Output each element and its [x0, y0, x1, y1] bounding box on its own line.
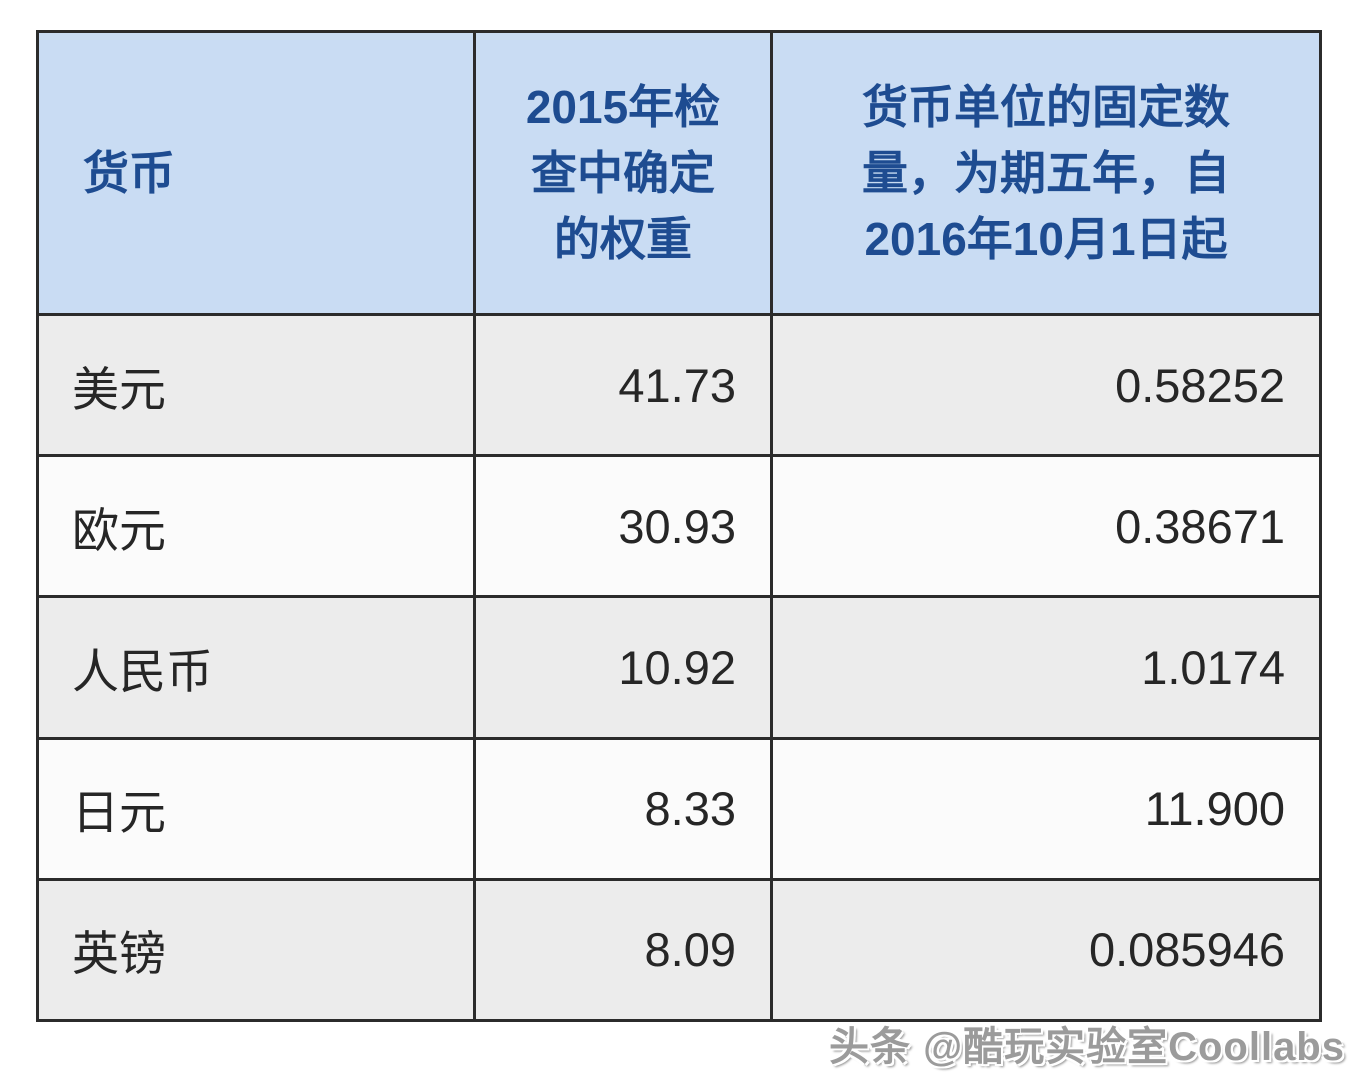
table-cell-fixed-units: 0.38671: [773, 457, 1319, 596]
currency-name: 日元: [72, 786, 166, 840]
table-row-currency: 美元: [39, 316, 473, 455]
table-cell-weight: 30.93: [476, 457, 770, 596]
table-cell-weight: 41.73: [476, 316, 770, 455]
currency-name: 英镑: [72, 927, 166, 981]
table-row-currency: 英镑: [39, 880, 473, 1019]
currency-weights-table: 货币 2015年检 查中确定 的权重 货币单位的固定数 量，为期五年，自 201…: [36, 30, 1322, 1022]
currency-name: 美元: [72, 362, 166, 416]
header-currency-label: 货币: [83, 147, 175, 199]
table-cell-weight: 8.33: [476, 739, 770, 878]
toutiao-watermark: 头条 @酷玩实验室Coollabs: [828, 1025, 1345, 1069]
header-fixed-units-text: 货币单位的固定数 量，为期五年，自 2016年10月1日起: [862, 81, 1230, 265]
header-fixed-units: 货币单位的固定数 量，为期五年，自 2016年10月1日起: [773, 33, 1319, 313]
currency-name: 人民币: [72, 644, 213, 698]
table-cell-fixed-units: 11.900: [773, 739, 1319, 878]
table-row-currency: 人民币: [39, 598, 473, 737]
header-weight-2015-text: 2015年检 查中确定 的权重: [525, 81, 721, 265]
table-row-currency: 日元: [39, 739, 473, 878]
header-currency: 货币: [39, 33, 473, 313]
table-cell-fixed-units: 0.58252: [773, 316, 1319, 455]
header-weight-2015: 2015年检 查中确定 的权重: [476, 33, 770, 313]
table-cell-weight: 10.92: [476, 598, 770, 737]
table-cell-fixed-units: 0.085946: [773, 880, 1319, 1019]
table-cell-weight: 8.09: [476, 880, 770, 1019]
table-row-currency: 欧元: [39, 457, 473, 596]
table-cell-fixed-units: 1.0174: [773, 598, 1319, 737]
currency-name: 欧元: [72, 503, 166, 557]
